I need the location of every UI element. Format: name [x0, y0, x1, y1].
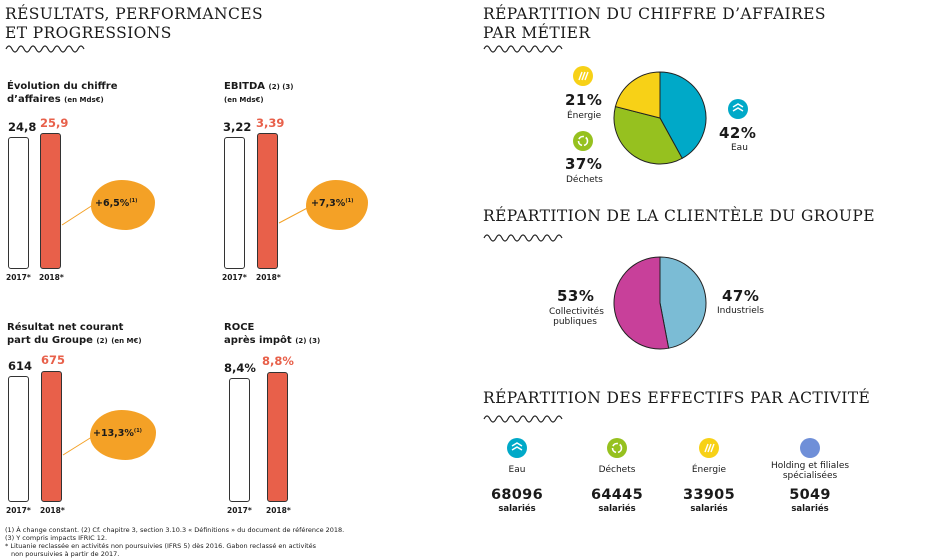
- squiggle-divider: [483, 234, 563, 242]
- squiggle-divider: [483, 45, 563, 53]
- wave-icon: [507, 438, 527, 458]
- energy-icon: [699, 438, 719, 458]
- staff-waste-unit: salariés: [598, 504, 636, 514]
- staff-holding-unit: salariés: [791, 504, 829, 514]
- staff-holding-count: 5049: [789, 487, 831, 503]
- staff-energy-count: 33905: [683, 487, 735, 503]
- industrial-clients-pct: 47%: [722, 287, 760, 305]
- staff-water-unit: salariés: [498, 504, 536, 514]
- kpi-net-income-connector: [62, 434, 96, 456]
- pie-slice-industriels: [659, 256, 707, 349]
- kpi-ebitda-year2: 2018*: [256, 273, 281, 282]
- kpi-revenue-bar-2017: [8, 137, 29, 269]
- kpi-ebitda-growth: +7,3%(1): [311, 198, 354, 210]
- staff-waste-label: Déchets: [598, 465, 636, 475]
- staff-energy-unit: salariés: [690, 504, 728, 514]
- kpi-roce-bar-2017: [229, 378, 250, 502]
- public-clients-pct: 53%: [557, 287, 595, 305]
- clients-pie-chart: [613, 256, 707, 350]
- energy-revenue-pct: 21%: [565, 91, 603, 109]
- kpi-ebitda-year1: 2017*: [222, 273, 247, 282]
- left-section-title: RÉSULTATS, PERFORMANCES ET PROGRESSIONS: [5, 5, 263, 43]
- kpi-net-income-growth-blob: [90, 410, 156, 460]
- kpi-roce-year1: 2017*: [227, 506, 252, 515]
- waste-revenue-pct: 37%: [565, 155, 603, 173]
- kpi-revenue-2018-value: 25,9: [40, 116, 69, 130]
- kpi-revenue-connector: [61, 202, 97, 226]
- staff-section-title: RÉPARTITION DES EFFECTIFS PAR ACTIVITÉ: [483, 389, 871, 407]
- staff-water-label: Eau: [508, 465, 526, 475]
- staff-waste-count: 64445: [591, 487, 643, 503]
- energy-icon: [573, 66, 593, 86]
- kpi-revenue-growth-blob: [91, 180, 155, 230]
- kpi-net-income-2017-value: 614: [8, 359, 33, 373]
- kpi-roce-bar-2018: [267, 372, 288, 502]
- kpi-net-income-year1: 2017*: [6, 506, 31, 515]
- kpi-ebitda-title: EBITDA (2) (3) (en Mds€): [224, 81, 294, 104]
- kpi-ebitda-2017-value: 3,22: [223, 120, 252, 134]
- kpi-revenue-bar-2018: [40, 133, 61, 269]
- pie-slice-déchets: [613, 105, 683, 165]
- kpi-roce-year2: 2018*: [266, 506, 291, 515]
- kpi-roce-title: ROCE après impôt (2) (3): [224, 322, 321, 346]
- public-clients-label: Collectivités publiques: [549, 307, 604, 327]
- kpi-roce-2017-value: 8,4%: [224, 361, 256, 375]
- staff-energy-label: Énergie: [691, 465, 727, 475]
- kpi-revenue-2017-value: 24,8: [8, 120, 37, 134]
- kpi-revenue-year1: 2017*: [6, 273, 31, 282]
- dot-icon: [800, 438, 820, 458]
- kpi-roce-2018-value: 8,8%: [262, 354, 294, 368]
- staff-holding-label: Holding et filiales spécialisées: [770, 461, 850, 481]
- revenue-section-title: RÉPARTITION DU CHIFFRE D’AFFAIRES PAR MÉ…: [483, 5, 826, 42]
- water-revenue-label: Eau: [731, 143, 748, 153]
- recycle-icon: [607, 438, 627, 458]
- industrial-clients-label: Industriels: [717, 306, 764, 316]
- kpi-net-income-bar-2018: [41, 371, 62, 502]
- waste-revenue-label: Déchets: [566, 175, 603, 185]
- pie-slice-eau: [659, 71, 707, 159]
- staff-water-count: 68096: [491, 487, 543, 503]
- kpi-net-income-growth: +13,3%(1): [93, 428, 142, 440]
- energy-revenue-label: Énergie: [567, 111, 602, 121]
- kpi-net-income-bar-2017: [8, 376, 29, 502]
- squiggle-divider: [483, 415, 563, 423]
- kpi-revenue-growth: +6,5%(1): [95, 198, 138, 210]
- pie-slice-collectivités-publiques: [613, 256, 670, 350]
- kpi-net-income-title: Résultat net courant part du Groupe (2) …: [7, 322, 142, 346]
- kpi-ebitda-2018-value: 3,39: [256, 116, 285, 130]
- left-title-line1: RÉSULTATS, PERFORMANCES: [5, 5, 263, 23]
- kpi-revenue-year2: 2018*: [39, 273, 64, 282]
- wave-icon: [728, 99, 748, 119]
- kpi-net-income-2018-value: 675: [41, 353, 66, 367]
- kpi-revenue-title: Évolution du chiffre d’affaires (en Mds€…: [7, 81, 118, 105]
- kpi-ebitda-bar-2017: [224, 137, 245, 269]
- kpi-ebitda-bar-2018: [257, 133, 278, 269]
- clients-section-title: RÉPARTITION DE LA CLIENTÈLE DU GROUPE: [483, 207, 875, 225]
- revenue-pie-chart: [613, 71, 707, 165]
- recycle-icon: [573, 131, 593, 151]
- kpi-net-income-year2: 2018*: [40, 506, 65, 515]
- left-title-line2: ET PROGRESSIONS: [5, 24, 172, 42]
- footnotes: (1) À change constant. (2) Cf. chapitre …: [5, 526, 345, 558]
- pie-slice-énergie: [614, 71, 661, 119]
- kpi-ebitda-growth-blob: [306, 180, 368, 230]
- water-revenue-pct: 42%: [719, 124, 757, 142]
- squiggle-divider: [5, 45, 85, 53]
